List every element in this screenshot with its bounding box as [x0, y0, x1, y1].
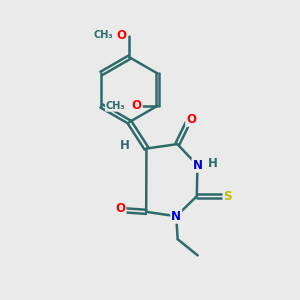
- Text: O: O: [116, 202, 126, 215]
- Text: H: H: [208, 157, 218, 170]
- Text: O: O: [186, 113, 196, 126]
- Text: CH₃: CH₃: [106, 101, 125, 111]
- Text: N: N: [192, 159, 203, 172]
- Text: O: O: [116, 29, 126, 42]
- Text: CH₃: CH₃: [94, 31, 113, 40]
- Text: N: N: [171, 210, 181, 223]
- Text: H: H: [120, 139, 130, 152]
- Text: O: O: [132, 99, 142, 112]
- Text: S: S: [224, 190, 232, 203]
